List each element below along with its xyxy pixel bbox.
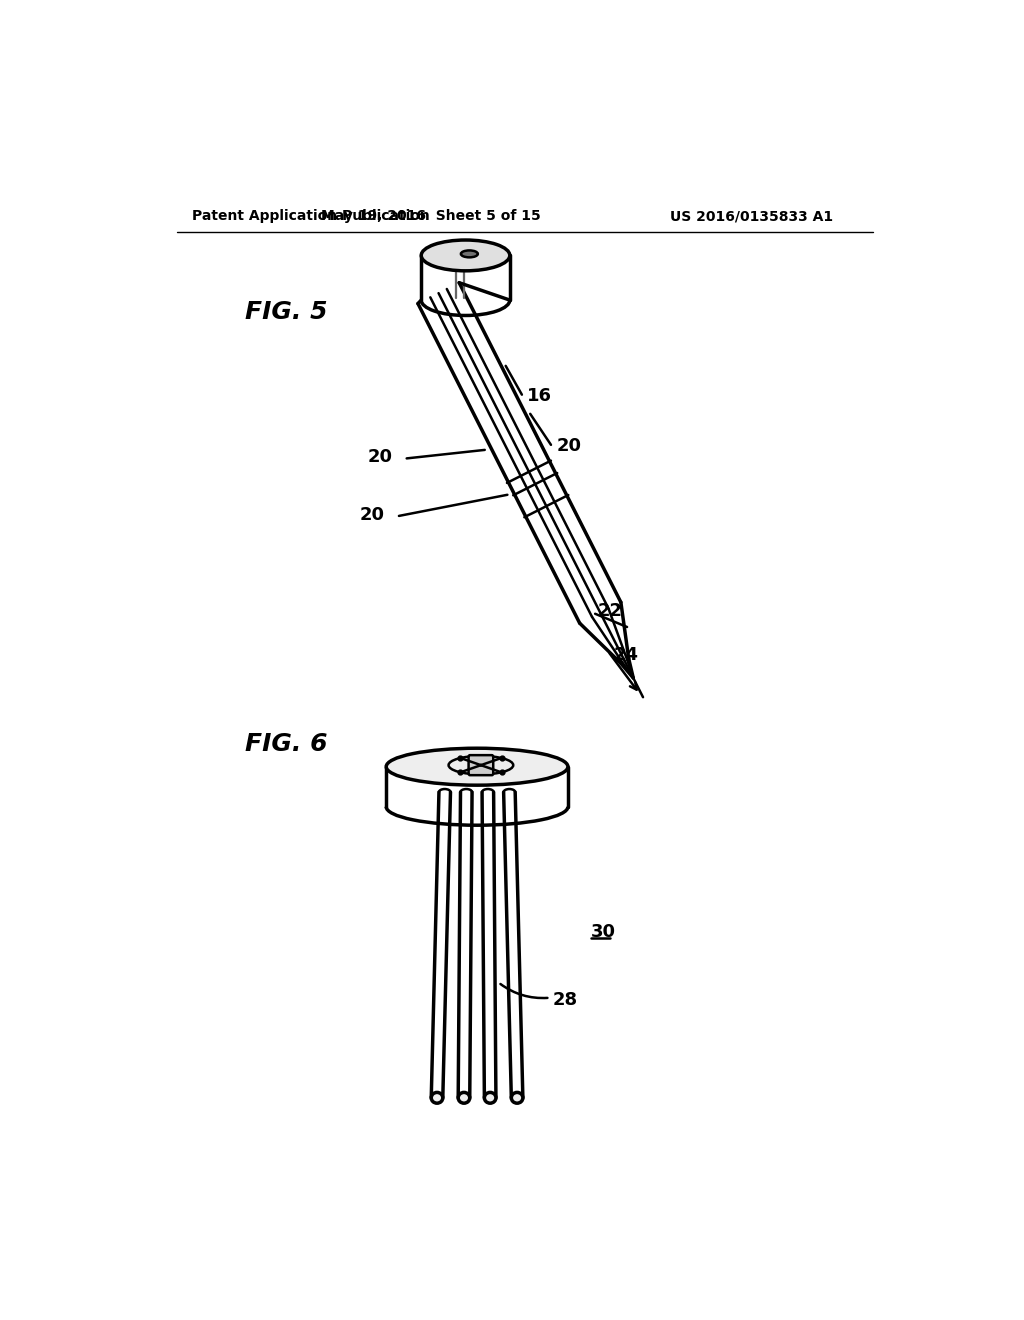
Ellipse shape (484, 1093, 496, 1104)
Ellipse shape (461, 251, 478, 257)
Text: 20: 20 (368, 449, 392, 466)
Ellipse shape (386, 748, 568, 785)
Ellipse shape (431, 1093, 442, 1104)
Ellipse shape (458, 1093, 470, 1104)
Text: 24: 24 (613, 645, 638, 664)
Text: FIG. 5: FIG. 5 (245, 301, 327, 325)
Text: Patent Application Publication: Patent Application Publication (193, 209, 430, 223)
FancyBboxPatch shape (469, 755, 494, 775)
Text: May 19, 2016  Sheet 5 of 15: May 19, 2016 Sheet 5 of 15 (321, 209, 541, 223)
Text: 30: 30 (591, 923, 616, 941)
Text: 20: 20 (556, 437, 582, 454)
Text: FIG. 6: FIG. 6 (245, 731, 327, 755)
Text: 22: 22 (598, 602, 623, 620)
Text: 16: 16 (527, 387, 552, 404)
Text: 28: 28 (553, 991, 578, 1008)
Ellipse shape (421, 240, 510, 271)
Text: 20: 20 (359, 506, 385, 524)
Ellipse shape (511, 1093, 523, 1104)
Text: US 2016/0135833 A1: US 2016/0135833 A1 (670, 209, 833, 223)
